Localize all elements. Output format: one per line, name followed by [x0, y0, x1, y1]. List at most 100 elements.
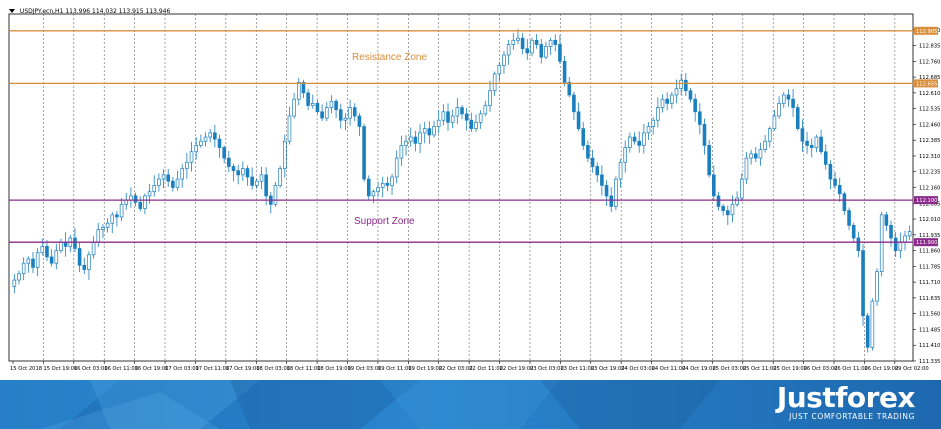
candle-body-bear	[562, 60, 567, 83]
support-level-tag-label: 111.900	[916, 240, 937, 246]
candle-body-bear	[707, 145, 711, 176]
candle-body-bear	[352, 107, 357, 117]
candle-body-bear	[362, 126, 366, 180]
candle-body-bull	[651, 119, 655, 127]
candle-body-bear	[469, 119, 474, 129]
candle-body-bear	[889, 225, 893, 239]
candle-body-bull	[189, 151, 194, 163]
x-tick-label: 17 Oct 19:00	[226, 366, 260, 372]
candle-body-bull	[376, 187, 380, 193]
x-tick-label: 15 Oct 19:00	[43, 366, 77, 372]
candle-body-bear	[637, 140, 641, 146]
candle-body-bear	[693, 98, 697, 113]
candle-body-bull	[91, 241, 96, 256]
candle-body-bear	[665, 98, 669, 104]
candle-body-bear	[138, 201, 143, 209]
candle-body-bull	[511, 39, 516, 45]
candle-body-bear	[609, 195, 614, 207]
candle-body-bear	[753, 153, 758, 159]
candle-body-bull	[875, 271, 879, 302]
candle-body-bull	[763, 140, 767, 150]
candle-body-bull	[96, 229, 101, 243]
candle-body-bear	[82, 264, 87, 270]
candle-body-bull	[324, 107, 329, 119]
candle-body-bear	[45, 246, 49, 258]
x-tick-label: 22 Oct 03:00	[439, 366, 473, 372]
candle-body-bear	[320, 111, 324, 119]
candle-body-bull	[12, 279, 17, 287]
candle-body-bull	[455, 107, 460, 117]
candle-body-bear	[581, 128, 586, 146]
candle-body-bear	[567, 81, 572, 96]
candle-body-bear	[595, 166, 600, 176]
candle-body-bull	[40, 246, 45, 254]
resistance-zone-label: Resistance Zone	[352, 52, 428, 63]
candle-body-bull	[283, 140, 287, 169]
candle-body-bull	[436, 119, 441, 127]
candle-body-bull	[656, 107, 660, 121]
candle-body-bull	[422, 128, 427, 134]
x-tick-label: 19 Oct 19:00	[408, 366, 442, 372]
candle-body-bear	[520, 37, 525, 50]
dropdown-arrow-icon[interactable]	[9, 9, 15, 13]
x-tick-label: 24 Oct 03:00	[621, 366, 655, 372]
candle-body-bear	[809, 145, 814, 148]
x-tick-label: 25 Oct 11:00	[743, 366, 777, 372]
candle-body-bear	[791, 98, 795, 108]
candle-body-bear	[828, 164, 833, 180]
support-level-tag	[914, 196, 938, 205]
resistance-level-tag-label: 112.905	[916, 29, 937, 35]
candle-body-bear	[166, 174, 171, 182]
candle-body-bear	[338, 109, 343, 121]
candle-body-bear	[245, 168, 250, 178]
candle-body-bear	[553, 39, 558, 45]
candle-body-bull	[478, 113, 483, 123]
candle-body-bull	[408, 136, 413, 142]
candle-body-bull	[506, 44, 511, 56]
resistance-level-tag-label: 112.655	[916, 81, 937, 87]
candle-body-bull	[432, 126, 436, 136]
y-tick-label: 112.010	[919, 217, 940, 223]
candle-body-bull	[679, 79, 683, 90]
y-tick-label: 111.485	[919, 327, 940, 333]
x-tick-label: 16 Oct 19:00	[135, 366, 169, 372]
candle-body-bull	[497, 65, 502, 75]
x-tick-label: 26 Oct 19:00	[864, 366, 898, 372]
candle-body-bear	[833, 178, 837, 186]
candle-body-bull	[380, 182, 385, 188]
candle-body-bear	[231, 166, 236, 172]
chart-area: 15 Oct 2018 15 Oct 19:00 16 Oct 03:00 16 Oc…	[8, 8, 940, 372]
candle-body-bull	[548, 39, 553, 47]
candle-body-bull	[870, 300, 875, 348]
candle-body-bull	[642, 132, 646, 146]
candle-body-bull	[54, 250, 59, 264]
candle-body-bull	[670, 94, 674, 104]
candle-body-bear	[865, 315, 870, 348]
resistance-level-tag	[914, 79, 938, 88]
candle-body-bull	[21, 262, 26, 275]
candle-body-bear	[31, 258, 35, 268]
candle-body-bull	[772, 115, 777, 129]
candle-body-bear	[213, 132, 217, 140]
candle-body-bear	[73, 237, 77, 249]
candle-body-bull	[343, 117, 348, 121]
candle-body-bear	[884, 214, 889, 226]
candle-body-bull	[544, 46, 548, 58]
candle-body-bull	[348, 107, 352, 119]
y-tick-label: 111.410	[919, 343, 940, 349]
y-tick-label: 112.310	[919, 154, 940, 160]
candle-body-bear	[716, 195, 721, 207]
candle-body-bear	[306, 92, 310, 106]
candle-body-bear	[133, 195, 138, 203]
candle-body-bear	[600, 174, 604, 186]
candle-body-bear	[446, 111, 450, 123]
support-level-tag-label: 112.100	[916, 198, 937, 204]
candle-body-bear	[534, 39, 539, 45]
candle-body-bear	[604, 185, 609, 197]
y-tick-label: 111.935	[919, 233, 940, 239]
candle-body-bull	[390, 176, 394, 186]
candle-body-bear	[856, 237, 861, 251]
candle-body-bull	[735, 197, 739, 205]
candle-body-bull	[59, 241, 63, 251]
